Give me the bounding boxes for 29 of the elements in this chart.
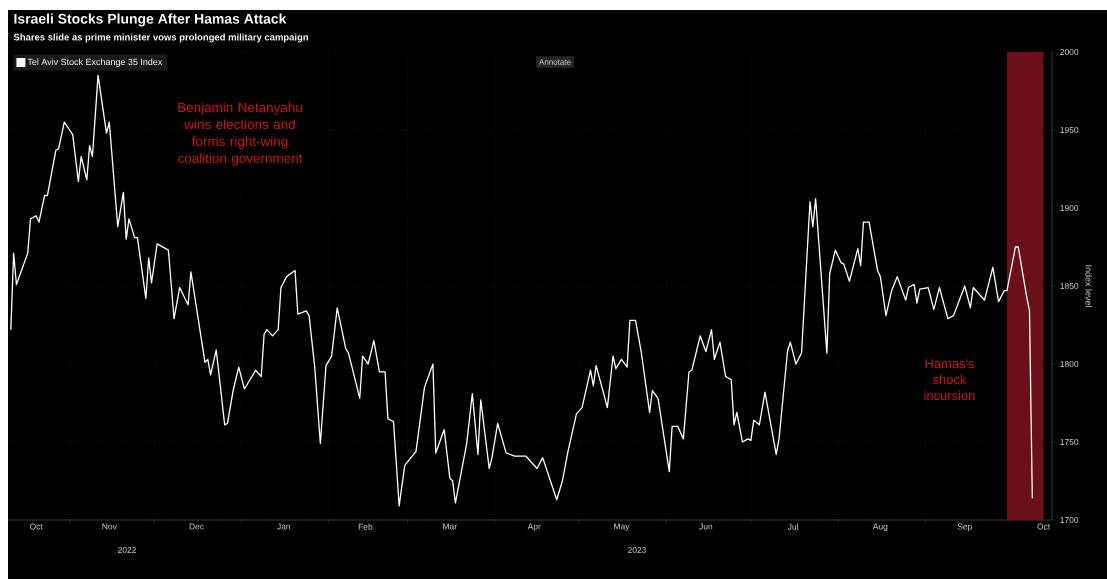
y-tick-label: 1900 — [1060, 205, 1079, 211]
legend-label: Tel Aviv Stock Exchange 35 Index — [27, 58, 163, 67]
band-label: Hamas's shock incursion — [924, 359, 975, 401]
x-tick-label: Oct — [1037, 523, 1051, 530]
chart-subtitle: Shares slide as prime minister vows prolonged military campaign — [13, 33, 309, 43]
text: 2023 — [628, 547, 647, 553]
x-tick-label: Apr — [527, 523, 541, 532]
y-tick-label: 2000 — [1060, 49, 1079, 55]
y-axis-title: Index level — [1085, 265, 1093, 307]
line-series — [10, 74, 1033, 507]
x-tick-label: Sep — [957, 523, 972, 532]
x-tick-label: Oct — [29, 523, 43, 530]
y-tick-label: 1950 — [1060, 127, 1079, 133]
y-tick-label: 1750 — [1060, 439, 1079, 445]
y-tick-label: 1850 — [1060, 283, 1079, 289]
x-tick-label: Aug — [872, 523, 888, 532]
x-tick-label: Dec — [189, 523, 204, 530]
y-tick-label: 1700 — [1060, 517, 1079, 523]
x-tick-label: Mar — [443, 523, 457, 530]
x-tick-label: Feb — [358, 523, 373, 530]
x-tick-label: Nov — [102, 523, 117, 530]
x-tick-label: Jun — [699, 523, 713, 530]
text: 2022 — [118, 547, 136, 553]
y-tick-label: 1800 — [1060, 361, 1079, 367]
annotation: Benjamin Netanyahu wins elections and forms right-wing coalition government — [178, 102, 303, 166]
x-tick-label: Jan — [277, 523, 291, 530]
chart-title: Israeli Stocks Plunge After Hamas Attack — [14, 13, 287, 27]
x-tick-label: Jul — [787, 523, 798, 530]
x-tick-label: May — [614, 523, 630, 532]
